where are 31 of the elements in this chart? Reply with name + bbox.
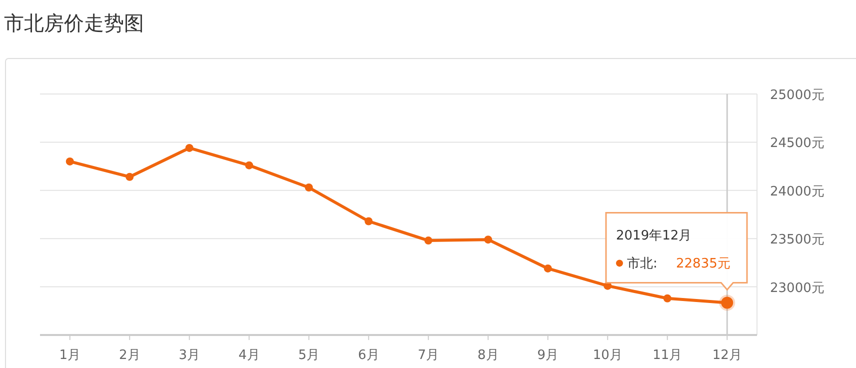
chart-title: 市北房价走势图 [4, 11, 144, 35]
x-tick-label: 4月 [238, 348, 260, 363]
y-tick-label: 23000元 [770, 280, 824, 296]
x-tick-label: 7月 [418, 348, 440, 363]
x-tick-label: 3月 [178, 348, 200, 363]
point [66, 157, 74, 166]
y-tick-label: 25000元 [770, 88, 824, 103]
data-label: 22835元 [676, 256, 730, 272]
x-tick-label: 8月 [477, 348, 499, 363]
point [544, 264, 552, 272]
x-tick-label: 10月 [592, 348, 622, 363]
x-tick-label: 11月 [652, 348, 682, 363]
point [304, 184, 313, 192]
y-tick-label: 24000元 [770, 184, 824, 200]
legend-label: 市北: [627, 256, 658, 272]
x-tick-label: 6月 [358, 348, 380, 363]
x-tick-label: 5月 [298, 348, 320, 363]
point [484, 236, 492, 244]
x-tick-label: 12月 [712, 348, 742, 363]
point [364, 217, 373, 226]
x-tick-label: 9月 [537, 348, 559, 363]
point [245, 161, 254, 170]
point [126, 172, 134, 181]
x-tick-label: 1月 [59, 348, 81, 363]
point [663, 294, 672, 302]
y-tick-label: 23500元 [770, 232, 824, 248]
annotation: 2019年12月 [616, 228, 692, 244]
x-tick-label: 2月 [118, 348, 140, 363]
y-tick-label: 24500元 [770, 136, 824, 152]
point [185, 144, 194, 152]
point [424, 236, 432, 245]
